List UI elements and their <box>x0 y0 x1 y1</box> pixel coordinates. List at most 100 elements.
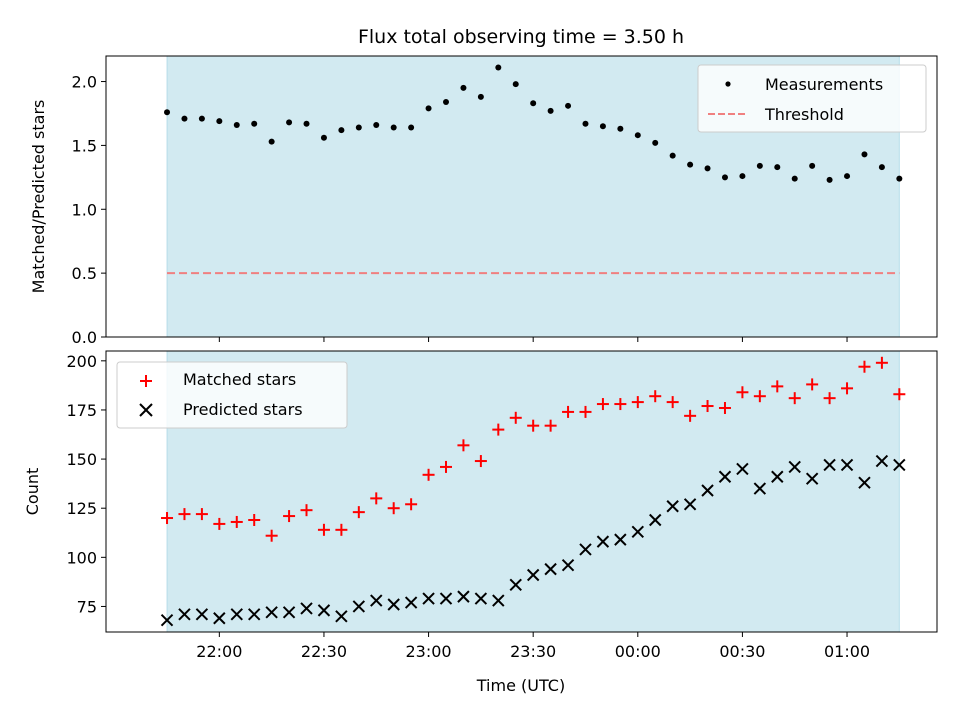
predicted-star-point <box>317 604 331 617</box>
predicted-star-point <box>282 606 296 619</box>
measurement-point <box>512 81 519 88</box>
predicted-star-point <box>230 608 243 621</box>
predicted-star-point <box>858 476 871 489</box>
bottom-panel-counts: 75 100 125 150 175 200 22:00 22:30 23:00 23:30 00… <box>23 350 938 695</box>
measurement-point <box>582 120 589 127</box>
measurement-point <box>739 173 746 180</box>
measurement-point <box>756 162 763 169</box>
matched-star-point <box>335 523 348 536</box>
measurement-point <box>320 134 327 141</box>
predicted-star-point <box>387 598 400 611</box>
matched-star-point <box>579 405 592 418</box>
top-x-ticks <box>218 337 848 342</box>
predicted-star-point <box>422 592 435 605</box>
x-tick-label: 00:00 <box>615 642 661 661</box>
matched-star-point <box>649 390 662 403</box>
bottom-y-axis-label: Count <box>23 468 42 516</box>
matched-star-point <box>875 356 888 369</box>
measurement-point <box>687 161 694 168</box>
matched-star-point <box>300 504 313 517</box>
predicted-star-point <box>195 608 209 621</box>
matched-star-point <box>771 380 784 393</box>
predicted-star-point <box>666 500 679 513</box>
legend-predicted-marker <box>139 403 153 417</box>
bottom-axes-frame <box>105 350 938 633</box>
measurement-point <box>338 127 345 134</box>
predicted-star-point <box>805 472 819 485</box>
legend-threshold-label: Threshold <box>764 105 844 124</box>
top-y-ticks: 0.0 0.5 1.0 1.5 2.0 <box>72 73 106 347</box>
matched-star-point <box>544 419 557 432</box>
predicted-star-point <box>544 562 557 576</box>
measurement-point <box>443 98 450 105</box>
predicted-star-point <box>649 513 662 527</box>
matched-star-point <box>684 409 697 422</box>
matched-star-point <box>457 439 470 452</box>
matched-star-point <box>387 502 400 515</box>
matched-star-point <box>492 423 505 436</box>
measurement-point <box>861 151 868 158</box>
matched-stars-points <box>161 356 906 542</box>
predicted-star-point <box>247 608 261 621</box>
predicted-star-point <box>701 484 714 497</box>
legend-matched-marker <box>140 375 152 387</box>
predicted-star-point <box>840 458 854 472</box>
matched-star-point <box>248 513 261 526</box>
bottom-legend: Matched stars Predicted stars <box>116 361 348 429</box>
matched-star-point <box>736 386 749 399</box>
bottom-x-ticks: 22:00 22:30 23:00 23:30 00:00 00:30 01:00 <box>196 632 870 661</box>
x-tick-label: 22:30 <box>301 642 347 661</box>
matched-star-point <box>370 492 383 505</box>
predicted-stars-points <box>160 454 906 627</box>
measurement-point <box>477 93 484 100</box>
predicted-star-point <box>370 594 383 607</box>
y-tick-label: 175 <box>66 401 97 420</box>
measurement-point <box>181 115 188 122</box>
matched-star-point <box>631 396 644 409</box>
matched-star-point <box>718 401 731 414</box>
y-tick-label: 0.0 <box>72 328 97 347</box>
matched-star-point <box>841 382 854 395</box>
predicted-star-point <box>771 470 784 483</box>
matched-star-point <box>806 378 819 391</box>
matched-star-point <box>788 392 801 405</box>
matched-star-point <box>405 498 418 511</box>
top-legend-box <box>697 64 927 133</box>
x-axis-label: Time (UTC) <box>476 676 565 695</box>
matched-star-point <box>474 455 487 468</box>
measurement-point <box>721 174 728 181</box>
x-tick-label: 23:30 <box>510 642 556 661</box>
x-tick-label: 01:00 <box>824 642 870 661</box>
predicted-star-point <box>718 470 732 483</box>
matched-star-point <box>317 523 330 536</box>
predicted-star-point <box>335 610 348 623</box>
predicted-star-point <box>893 458 906 472</box>
measurement-point <box>704 165 711 172</box>
top-legend: Measurements Threshold <box>697 64 927 133</box>
predicted-star-point <box>439 592 453 605</box>
predicted-star-point <box>178 608 191 621</box>
y-tick-label: 200 <box>66 352 97 371</box>
predicted-star-point <box>561 558 575 572</box>
bottom-y-ticks: 75 100 125 150 175 200 <box>66 352 106 616</box>
measurement-point <box>809 162 816 169</box>
x-tick-label: 00:30 <box>719 642 765 661</box>
predicted-star-point <box>457 590 470 603</box>
predicted-star-point <box>352 600 366 613</box>
measurement-point <box>216 118 223 125</box>
measurement-point <box>268 138 275 145</box>
measurement-point <box>617 125 624 132</box>
matched-star-point <box>701 400 714 413</box>
matched-star-point <box>614 398 627 411</box>
matched-star-point <box>440 460 453 473</box>
measurement-point <box>896 175 903 182</box>
measurement-point <box>791 175 798 182</box>
measurement-point <box>286 119 293 126</box>
y-tick-label: 1.5 <box>72 136 97 155</box>
measurement-point <box>844 173 851 180</box>
matched-star-point <box>265 529 278 542</box>
matched-star-point <box>195 508 208 521</box>
predicted-star-point <box>875 454 889 468</box>
predicted-star-point <box>614 533 627 546</box>
measurement-point <box>669 152 676 159</box>
